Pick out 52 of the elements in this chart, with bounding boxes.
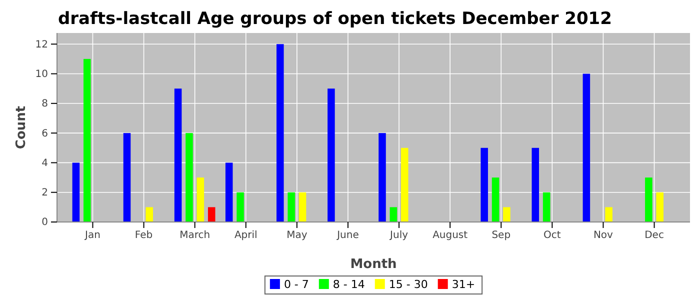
y-tick-label: 0: [42, 217, 48, 228]
legend-label: 8 - 14: [332, 278, 365, 291]
legend-label: 15 - 30: [388, 278, 428, 291]
bar: [208, 207, 216, 222]
bar: [174, 88, 182, 222]
bar: [72, 162, 80, 222]
x-tick-label: Nov: [593, 230, 614, 242]
bar: [605, 207, 612, 222]
x-tick-label: June: [336, 230, 359, 242]
x-tick-label: July: [389, 230, 408, 242]
y-tick-label: 12: [35, 39, 48, 50]
bar: [123, 133, 131, 222]
bar: [146, 207, 154, 222]
bar: [400, 148, 408, 222]
x-tick-label: Dec: [644, 230, 664, 242]
y-tick-label: 2: [42, 188, 48, 199]
x-tick-label: May: [286, 230, 308, 242]
bar: [378, 133, 386, 222]
x-tick-label: April: [234, 230, 258, 242]
bar: [480, 148, 488, 222]
bar: [645, 178, 652, 222]
bar: [542, 192, 550, 222]
y-tick-label: 8: [42, 98, 48, 110]
bar: [276, 44, 284, 222]
y-tick-label: 10: [35, 68, 48, 80]
bar: [196, 178, 204, 222]
bar: [84, 58, 91, 222]
x-tick-label: Feb: [134, 230, 153, 242]
bar: [186, 133, 193, 222]
bar: [532, 148, 540, 222]
bar: [492, 178, 500, 222]
y-axis-title: Count: [14, 106, 29, 150]
x-tick-label: August: [432, 230, 468, 242]
x-tick-label: March: [180, 230, 210, 242]
x-axis-title: Month: [350, 257, 397, 272]
bar: [298, 192, 306, 222]
legend-label: 31+: [452, 278, 476, 291]
bar: [236, 192, 244, 222]
bar: [656, 192, 664, 222]
bar: [288, 192, 295, 222]
bar: [503, 207, 510, 222]
y-tick-label: 4: [42, 158, 48, 169]
y-tick-label: 6: [42, 128, 48, 140]
chart-title: drafts-lastcall Age groups of open tickets December 2012: [58, 9, 612, 29]
legend-label: 0 - 7: [284, 278, 309, 291]
x-tick-label: Sep: [492, 230, 511, 242]
bar: [582, 74, 590, 222]
x-tick-label: Jan: [84, 230, 100, 242]
x-tick-label: Oct: [544, 230, 561, 242]
bar: [390, 207, 398, 222]
bar: [225, 162, 233, 222]
bar: [328, 88, 335, 222]
